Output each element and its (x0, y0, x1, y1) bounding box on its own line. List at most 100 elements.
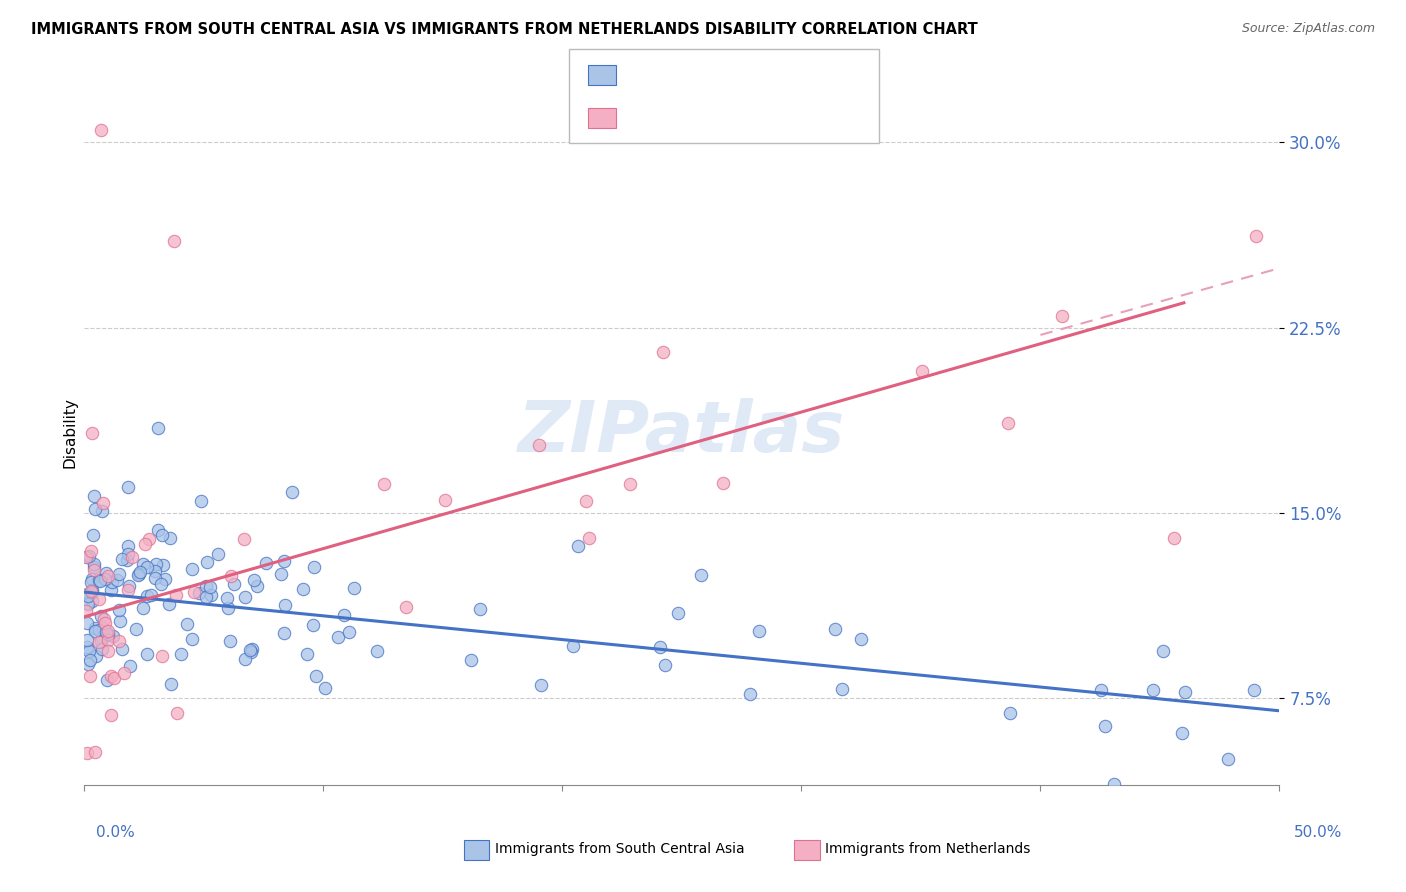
Point (651, 345, 673, 359)
Point (94, 615, 117, 630)
Point (619, 476, 641, 491)
Point (125, 622, 148, 636)
Point (219, 568, 242, 582)
Point (80, 583, 103, 598)
Point (83, 489, 105, 503)
Point (84, 648, 107, 663)
Point (217, 600, 239, 615)
Point (83, 563, 105, 577)
Point (77, 589, 100, 603)
Point (198, 581, 221, 595)
Point (153, 572, 176, 586)
Point (254, 556, 277, 570)
Point (76, 632, 98, 647)
Text: Immigrants from Netherlands: Immigrants from Netherlands (825, 842, 1031, 856)
Point (101, 574, 124, 589)
Point (111, 552, 134, 566)
Point (578, 531, 600, 545)
Point (468, 602, 491, 616)
Point (112, 665, 135, 680)
Point (82, 528, 104, 542)
Point (1216, 752, 1239, 766)
Point (80, 585, 103, 599)
Point (77, 644, 100, 658)
Point (96, 673, 118, 687)
Point (232, 532, 254, 546)
Point (343, 582, 366, 596)
Point (89, 592, 111, 607)
Text: 0.0%: 0.0% (96, 825, 135, 840)
Point (108, 614, 131, 628)
Point (740, 686, 762, 700)
Text: ZIPatlas: ZIPatlas (519, 398, 845, 467)
Point (831, 681, 853, 696)
Point (89, 623, 111, 637)
Point (394, 599, 416, 614)
Point (1246, 228, 1268, 243)
Point (1171, 726, 1194, 740)
Point (527, 438, 550, 452)
Point (143, 571, 166, 585)
Point (195, 579, 218, 593)
Point (79, 544, 101, 558)
Point (648, 640, 671, 655)
Point (280, 484, 302, 499)
Point (83, 745, 105, 759)
Point (97, 644, 120, 658)
Point (108, 634, 131, 648)
Point (132, 558, 155, 572)
Point (90, 641, 112, 656)
Point (136, 589, 159, 603)
Point (373, 476, 395, 491)
Point (97, 624, 120, 639)
Point (1094, 719, 1116, 733)
Point (270, 566, 292, 581)
Point (195, 590, 218, 604)
Point (997, 416, 1019, 430)
Point (690, 567, 713, 582)
Point (103, 671, 125, 685)
Point (824, 622, 846, 636)
Point (239, 643, 262, 657)
Point (90, 631, 112, 645)
Point (998, 706, 1021, 720)
Point (91, 620, 114, 634)
Point (183, 584, 205, 599)
Point (76, 587, 98, 601)
Point (83, 501, 105, 516)
Point (96, 566, 118, 581)
Point (118, 579, 141, 593)
Point (195, 555, 218, 569)
Point (105, 573, 128, 587)
Point (180, 562, 202, 576)
Point (76, 615, 98, 630)
Point (176, 616, 198, 631)
Text: 50.0%: 50.0% (1295, 825, 1343, 840)
Point (90, 122, 112, 136)
Point (91, 496, 114, 510)
Point (87, 574, 110, 588)
Point (301, 618, 323, 632)
Point (150, 528, 173, 542)
Point (143, 564, 166, 578)
Point (100, 707, 122, 722)
Point (94, 572, 117, 586)
Point (75, 549, 97, 564)
Point (181, 632, 204, 647)
Point (100, 583, 122, 598)
Point (82, 573, 104, 587)
Point (89, 635, 111, 649)
Point (295, 647, 318, 661)
Point (97, 632, 120, 647)
Point (76, 640, 98, 654)
Point (93, 612, 115, 626)
Text: R = -0.345   N = 140: R = -0.345 N = 140 (621, 66, 794, 80)
Point (117, 547, 139, 561)
Point (246, 579, 269, 593)
Point (654, 657, 676, 672)
Point (1243, 683, 1265, 698)
Point (117, 539, 139, 553)
Point (108, 567, 131, 582)
Point (111, 641, 134, 656)
Point (149, 576, 172, 591)
